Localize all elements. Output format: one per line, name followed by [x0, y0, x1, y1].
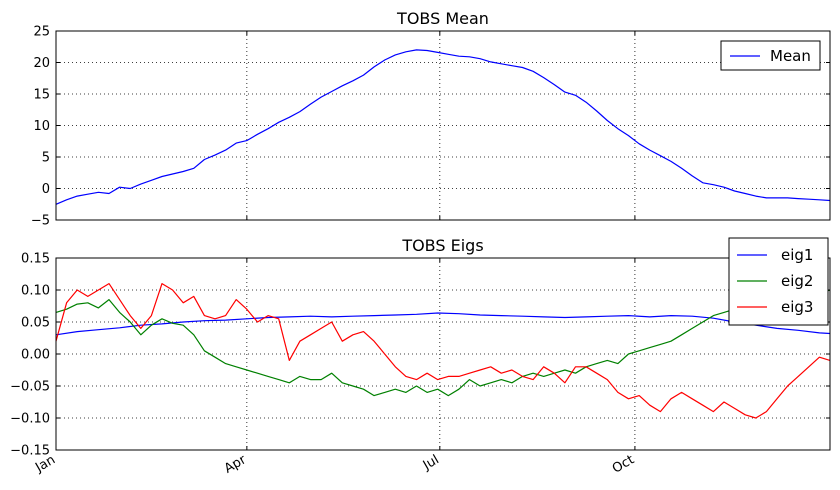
mean-series-line: [55, 49, 831, 205]
mean-legend: Mean: [720, 40, 821, 71]
mean-x-axis: [55, 31, 636, 220]
eigs-series-group: [55, 283, 831, 419]
mean-y-axis: −5 0 5 10 15 20 25: [31, 25, 830, 229]
legend-eig3-label: eig3: [781, 298, 813, 316]
legend-eig2-label: eig2: [781, 272, 813, 290]
eigs-y-axis: −0.15 −0.10 −0.05 0.00 0.05 0.10 0.15: [10, 252, 830, 459]
mean-ytick-label: 10: [33, 119, 50, 134]
mean-grid: [56, 31, 830, 220]
eigs-ytick-label: 0.00: [21, 348, 50, 363]
mean-chart-title: TOBS Mean: [396, 9, 489, 28]
mean-panel: TOBS Mean −5 0 5 10 15 20 25 Mean: [31, 9, 831, 229]
mean-ytick-label: 15: [33, 88, 50, 103]
legend-eig1-label: eig1: [781, 246, 813, 264]
eigs-xtick-label: Jul: [420, 452, 442, 473]
legend-mean-label: Mean: [770, 47, 811, 65]
eigs-ytick-label: 0.05: [21, 316, 50, 331]
mean-series-group: [55, 49, 831, 205]
eigs-ytick-label: −0.05: [10, 380, 50, 395]
mean-ytick-label: 0: [42, 182, 50, 197]
eigs-ytick-label: −0.15: [10, 444, 50, 459]
mean-ytick-label: 20: [33, 56, 50, 71]
mean-ytick-label: 5: [42, 151, 50, 166]
mean-ytick-label: 25: [33, 25, 50, 40]
eig3-series-line: [55, 283, 831, 419]
eig2-series-line: [55, 289, 831, 397]
mean-ytick-label: −5: [31, 214, 50, 229]
eigs-ytick-label: 0.10: [21, 284, 50, 299]
eigs-chart-title: TOBS Eigs: [401, 236, 483, 255]
eigs-legend: eig1 eig2 eig3: [728, 237, 829, 326]
eigs-ytick-label: −0.10: [10, 412, 50, 427]
eigs-ytick-label: 0.15: [21, 252, 50, 267]
